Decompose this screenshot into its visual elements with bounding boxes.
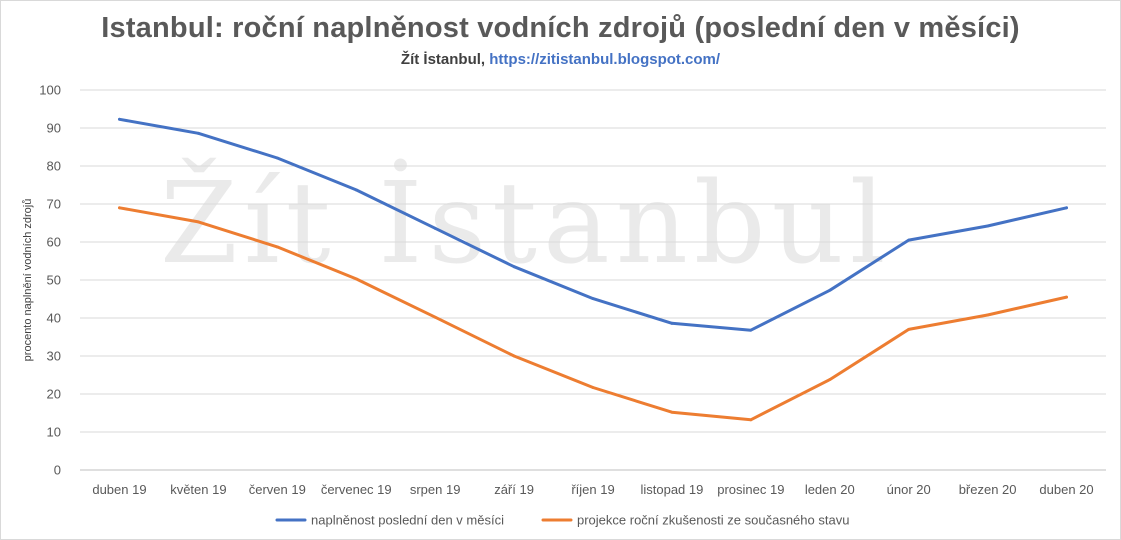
data-point — [1065, 206, 1068, 210]
x-tick-label: květen 19 — [170, 482, 226, 497]
data-point — [670, 321, 674, 325]
data-point — [828, 288, 832, 292]
data-point — [275, 156, 279, 160]
x-tick-label: listopad 19 — [640, 482, 703, 497]
x-axis-ticks: duben 19 květen 19 červen 19 červenec 19 srp… — [92, 482, 1093, 497]
series-lines — [118, 117, 1068, 422]
x-tick-label: únor 20 — [887, 482, 931, 497]
y-tick-label: 70 — [47, 197, 61, 212]
chart-title: Istanbul: roční naplněnost vodních zdroj… — [101, 12, 1020, 44]
data-point — [1065, 295, 1068, 299]
data-point — [749, 418, 753, 422]
y-tick-label: 100 — [39, 83, 61, 98]
data-point — [354, 188, 358, 192]
x-tick-label: duben 20 — [1039, 482, 1093, 497]
data-point — [512, 354, 516, 358]
data-point — [591, 297, 595, 301]
y-tick-label: 40 — [47, 311, 61, 326]
y-tick-label: 0 — [54, 463, 61, 478]
data-point — [828, 378, 832, 381]
y-axis-ticks: 0 10 20 30 40 50 60 70 80 90 100 — [39, 83, 61, 478]
x-tick-label: srpen 19 — [410, 482, 461, 497]
x-tick-label: září 19 — [494, 482, 534, 497]
y-tick-label: 20 — [47, 387, 61, 402]
legend-label-2: projekce roční zkušenosti ze současného … — [577, 513, 849, 528]
legend: naplněnost poslední den v měsíci projekce… — [275, 513, 849, 528]
data-point — [986, 224, 990, 228]
data-point — [433, 315, 437, 319]
data-point — [354, 277, 358, 281]
x-tick-label: prosinec 19 — [717, 482, 784, 497]
y-tick-label: 80 — [47, 159, 61, 174]
data-point — [512, 265, 516, 269]
x-tick-label: říjen 19 — [571, 482, 614, 497]
x-tick-label: duben 19 — [92, 482, 146, 497]
data-point — [196, 220, 200, 224]
x-tick-label: březen 20 — [959, 482, 1017, 497]
data-point — [670, 410, 674, 414]
data-point — [986, 313, 990, 317]
y-tick-label: 90 — [47, 121, 61, 136]
data-point — [275, 245, 279, 249]
x-tick-label: červenec 19 — [321, 482, 392, 497]
subtitle-source: Žít İstanbul, — [400, 51, 490, 68]
data-point — [118, 206, 121, 210]
y-tick-label: 30 — [47, 349, 61, 364]
subtitle-link[interactable]: https://zitistanbul.blogspot.com/ — [489, 51, 721, 68]
chart-subtitle: Žít İstanbul, https://zitistanbul.blogsp… — [0, 51, 1121, 68]
data-point — [591, 386, 595, 389]
y-tick-label: 60 — [47, 235, 61, 250]
y-tick-label: 50 — [47, 273, 61, 288]
data-point — [907, 328, 911, 331]
y-tick-label: 10 — [47, 425, 61, 440]
data-point — [196, 131, 200, 135]
data-point — [749, 328, 753, 332]
x-tick-label: červen 19 — [249, 482, 306, 497]
data-point — [118, 117, 121, 121]
data-point — [907, 238, 911, 242]
data-point — [433, 226, 437, 230]
watermark: Žít İstanbul — [160, 157, 892, 289]
y-axis-label: procento naplnění vodních zdrojů — [22, 199, 34, 362]
legend-label-1: naplněnost poslední den v měsíci — [311, 513, 504, 528]
x-tick-label: leden 20 — [805, 482, 855, 497]
grid-lines — [80, 89, 1106, 471]
